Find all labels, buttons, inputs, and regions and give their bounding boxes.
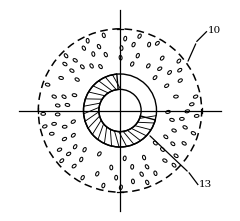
Text: 13: 13 — [199, 180, 212, 189]
Text: 10: 10 — [207, 26, 221, 35]
